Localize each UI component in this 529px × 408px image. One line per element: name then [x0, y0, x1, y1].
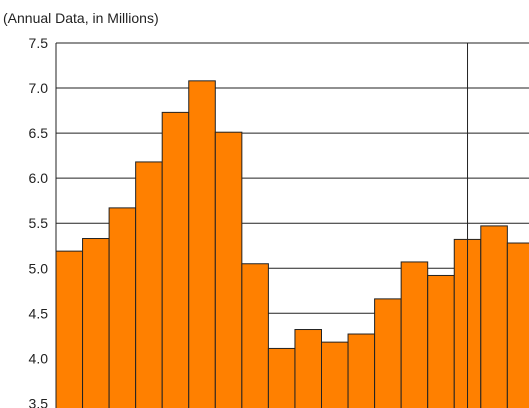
bars — [55, 80, 529, 408]
y-tick-label: 6.0 — [29, 170, 49, 186]
bar — [188, 80, 216, 408]
bar — [506, 242, 529, 408]
y-tick-label: 5.5 — [29, 215, 49, 231]
bar — [214, 131, 243, 408]
y-tick-label: 4.0 — [29, 350, 49, 366]
y-tick-label: 5.0 — [29, 260, 49, 276]
chart-subtitle: (Annual Data, in Millions) — [3, 10, 159, 26]
y-tick-labels: 3.5 4.0 4.5 5.0 5.5 6.0 6.5 7.0 7.5 — [29, 35, 49, 408]
bar — [135, 161, 163, 408]
bar — [161, 111, 190, 408]
bar — [374, 298, 402, 408]
bar — [267, 347, 296, 408]
bar — [427, 274, 455, 408]
y-tick-label: 6.5 — [29, 125, 49, 141]
bar — [108, 207, 137, 408]
bar — [347, 333, 376, 408]
bar — [321, 341, 349, 408]
y-tick-label: 7.0 — [29, 80, 49, 96]
y-tick-label: 4.5 — [29, 305, 49, 321]
bar — [294, 329, 323, 408]
bar — [480, 225, 508, 408]
bar — [400, 261, 429, 408]
y-tick-label: 3.5 — [29, 395, 49, 408]
bar — [82, 238, 110, 408]
bar — [241, 263, 269, 408]
y-tick-label: 7.5 — [29, 35, 49, 51]
bar — [55, 250, 84, 408]
